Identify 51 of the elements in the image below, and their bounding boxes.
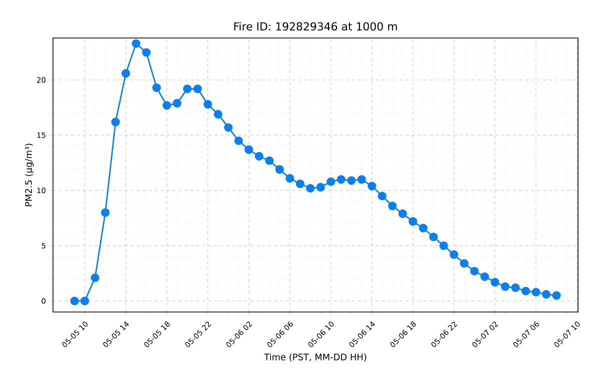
point [490, 278, 500, 286]
point [480, 272, 489, 281]
point [254, 152, 264, 161]
point [521, 286, 530, 296]
point [193, 84, 202, 94]
point [378, 192, 386, 200]
point [204, 100, 212, 109]
point [552, 291, 561, 300]
point [142, 48, 151, 57]
point [408, 217, 418, 226]
point [275, 165, 284, 174]
point [111, 118, 120, 126]
point [450, 250, 458, 259]
point [183, 84, 192, 94]
point [439, 241, 448, 250]
point [172, 98, 182, 108]
point [418, 224, 428, 232]
point [162, 101, 172, 110]
point [470, 266, 479, 276]
point [90, 273, 100, 282]
point [500, 282, 510, 291]
point [326, 177, 336, 186]
chart-title: Fire ID: 192829346 at 1000 m [234, 22, 397, 30]
point [244, 145, 254, 154]
point [429, 232, 438, 242]
point [542, 290, 551, 299]
point [336, 175, 346, 184]
point [306, 184, 315, 193]
point [296, 180, 304, 188]
point [388, 202, 397, 210]
point [511, 283, 520, 292]
point [265, 156, 274, 165]
point [152, 83, 161, 92]
point [368, 182, 376, 190]
point [132, 39, 140, 48]
point [70, 296, 79, 306]
point [532, 288, 540, 296]
point [80, 296, 90, 306]
point [122, 69, 130, 78]
point [224, 123, 233, 132]
point [460, 259, 468, 268]
point [316, 182, 325, 192]
point [357, 175, 366, 184]
point [214, 110, 222, 119]
point [101, 208, 110, 217]
point [234, 136, 243, 146]
point [347, 176, 356, 185]
point [398, 209, 407, 218]
point [286, 174, 294, 183]
x-axis-title: Time (PST, MM-DD HH) [264, 353, 366, 362]
y-axis-title: PM2.5 (µg/m³) [24, 144, 34, 206]
